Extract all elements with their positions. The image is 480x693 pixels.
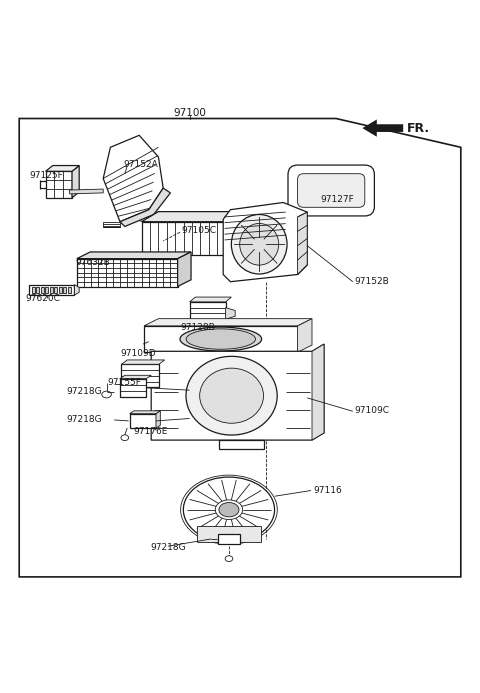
Text: 97620C: 97620C [25,294,60,303]
Polygon shape [74,285,79,295]
Polygon shape [226,211,242,255]
Ellipse shape [186,356,277,435]
Ellipse shape [240,223,279,265]
Text: 97218G: 97218G [66,387,102,396]
Text: FR.: FR. [407,121,430,134]
Text: 97176E: 97176E [133,428,168,437]
Polygon shape [103,222,120,227]
Polygon shape [54,286,57,293]
Polygon shape [298,319,312,352]
Polygon shape [156,411,160,428]
Text: 97116: 97116 [313,486,342,495]
Polygon shape [178,252,191,286]
Polygon shape [59,286,62,293]
Text: 97218G: 97218G [66,415,102,424]
Polygon shape [226,308,235,319]
Polygon shape [144,319,312,326]
Polygon shape [120,378,146,397]
Text: 97109D: 97109D [120,349,156,358]
Polygon shape [103,135,163,222]
Polygon shape [120,376,151,378]
Text: 97218G: 97218G [150,543,186,552]
Text: 97128B: 97128B [180,323,215,332]
Polygon shape [32,286,35,293]
Polygon shape [36,286,39,293]
Text: 97155F: 97155F [107,378,141,387]
Text: 97632B: 97632B [76,258,110,267]
Polygon shape [130,414,156,428]
Polygon shape [50,286,53,293]
Ellipse shape [186,329,255,349]
Polygon shape [130,411,160,414]
Ellipse shape [219,502,239,517]
Polygon shape [68,286,71,293]
Polygon shape [197,526,261,543]
Ellipse shape [231,215,287,274]
Polygon shape [121,360,165,365]
Text: 97100: 97100 [173,107,206,118]
Polygon shape [151,344,324,440]
Polygon shape [144,326,298,352]
Polygon shape [121,365,159,387]
Polygon shape [77,252,191,258]
Polygon shape [142,222,226,255]
Polygon shape [190,302,226,325]
Polygon shape [45,286,48,293]
Polygon shape [77,258,178,286]
Text: 97152A: 97152A [124,159,158,168]
Text: 97105C: 97105C [181,226,216,235]
Polygon shape [142,211,242,222]
FancyBboxPatch shape [288,165,374,216]
Polygon shape [120,188,170,227]
Polygon shape [190,297,231,302]
Text: 97152B: 97152B [354,277,389,286]
Polygon shape [298,212,307,274]
Polygon shape [41,286,44,293]
Ellipse shape [180,327,262,351]
Ellipse shape [225,556,233,561]
Ellipse shape [183,477,275,543]
Ellipse shape [121,435,129,441]
Polygon shape [46,171,72,198]
FancyBboxPatch shape [298,174,365,207]
Polygon shape [312,344,324,440]
Polygon shape [29,285,74,295]
Polygon shape [223,202,307,281]
Polygon shape [46,166,79,171]
Polygon shape [362,119,403,137]
Ellipse shape [102,391,111,398]
Polygon shape [218,534,240,544]
Polygon shape [63,286,66,293]
Polygon shape [219,440,264,449]
Polygon shape [70,189,103,194]
Text: 97125F: 97125F [30,171,63,180]
Text: 97127F: 97127F [321,195,354,204]
Polygon shape [72,166,79,198]
Ellipse shape [200,368,264,423]
Text: 97109C: 97109C [354,406,389,415]
